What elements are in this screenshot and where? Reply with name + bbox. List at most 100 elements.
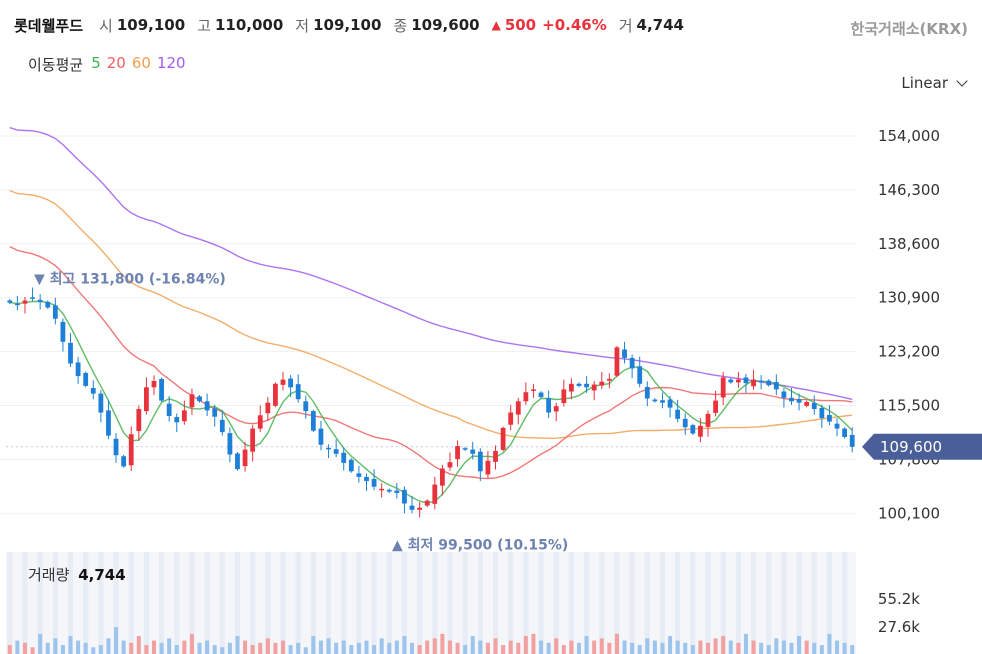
volume-bar xyxy=(630,642,635,654)
candle-body xyxy=(151,381,157,388)
volume-stripe xyxy=(219,552,225,654)
volume-stripe xyxy=(22,552,28,654)
volume-stripe xyxy=(325,552,332,654)
volume-bar xyxy=(842,642,847,654)
candle-body xyxy=(576,383,582,386)
candle-body xyxy=(394,490,400,493)
volume-bar xyxy=(485,642,490,654)
volume-stripe xyxy=(492,552,499,654)
volume-bar xyxy=(819,645,824,654)
candle-body xyxy=(789,397,794,402)
candle-body xyxy=(181,410,187,422)
candle-body xyxy=(766,380,772,386)
candle-body xyxy=(538,392,544,398)
candle-body xyxy=(720,377,726,398)
volume-stripe xyxy=(295,552,301,654)
volume-stripe xyxy=(7,552,13,654)
candle-body xyxy=(235,453,240,470)
candle-body xyxy=(531,389,536,391)
candle-body xyxy=(523,392,529,402)
volume-stripe xyxy=(143,552,149,654)
volume-bar xyxy=(45,642,50,654)
volume-bar xyxy=(698,640,703,654)
ma-120-line xyxy=(9,126,853,401)
volume-bar xyxy=(288,645,293,654)
volume-bar xyxy=(713,638,718,654)
volume-bar xyxy=(736,642,741,654)
volume-bar xyxy=(652,640,657,654)
candle-body xyxy=(834,423,840,429)
candle-body xyxy=(219,419,225,433)
candle-body xyxy=(849,434,855,447)
volume-bar xyxy=(827,633,832,654)
volume-stripe xyxy=(781,552,787,654)
volume-bar xyxy=(728,640,733,654)
volume-bar xyxy=(622,640,627,654)
volume-bar xyxy=(68,636,73,654)
volume-bar xyxy=(273,642,278,654)
volume-bar xyxy=(159,642,164,654)
volume-bar xyxy=(599,638,604,654)
change-value: 500 xyxy=(504,16,537,34)
candle-body xyxy=(477,451,483,472)
candle-body xyxy=(629,357,635,369)
volume-bar xyxy=(812,642,817,654)
volume-stripe xyxy=(83,552,89,654)
exchange-label: 한국거래소(KRX) xyxy=(850,20,968,38)
candle-body xyxy=(106,410,111,436)
scale-selector[interactable]: Linear xyxy=(901,74,968,92)
candle-body xyxy=(462,448,468,450)
volume-bar xyxy=(15,640,20,654)
open-value: 109,100 xyxy=(116,16,186,34)
volume-bar xyxy=(774,638,779,654)
volume-bar xyxy=(706,642,711,654)
candle-body xyxy=(265,402,271,414)
volume-bar xyxy=(463,645,468,654)
candle-body xyxy=(22,300,28,304)
y-tick-label: 123,200 xyxy=(878,343,940,361)
change-up-icon: ▲ xyxy=(491,18,501,32)
volume-stripe xyxy=(477,552,483,654)
volume-bar xyxy=(83,642,88,654)
volume-stripe xyxy=(158,552,165,654)
volume-bar xyxy=(129,642,134,654)
candle-body xyxy=(242,449,248,467)
volume-bar xyxy=(197,642,202,654)
low-marker-label: ▲ 최저 99,500 (10.15%) xyxy=(392,538,568,554)
volume-pane-title: 거래량 xyxy=(28,566,70,584)
volume-bar xyxy=(561,645,566,654)
candle-body xyxy=(227,433,233,455)
volume-bar xyxy=(531,633,536,654)
volume-stripe xyxy=(659,552,666,654)
volume-bar xyxy=(311,636,316,654)
candle-body xyxy=(121,456,127,467)
volume-stripe xyxy=(523,552,529,654)
volume-bar xyxy=(402,636,407,654)
candle-body xyxy=(7,300,13,303)
volume-stripe xyxy=(234,552,241,654)
volume-bar xyxy=(660,642,665,654)
high-value: 110,000 xyxy=(214,16,284,34)
candle-body xyxy=(705,413,711,427)
volume-stripe xyxy=(568,552,574,654)
volume-bar xyxy=(379,638,384,654)
volume-bar xyxy=(114,627,119,654)
volume-stripe xyxy=(553,552,559,654)
high-marker-label: ▼ 최고 131,800 (-16.84%) xyxy=(34,271,226,287)
candle-body xyxy=(417,507,423,510)
volume-bar xyxy=(212,645,217,654)
volume-tick-label: 27.6k xyxy=(878,618,920,636)
candle-body xyxy=(500,427,506,450)
volume-bar xyxy=(205,640,210,654)
volume-stripe xyxy=(629,552,635,654)
volume-bar xyxy=(425,640,430,654)
volume-bar xyxy=(394,640,399,654)
volume-bar xyxy=(614,633,619,654)
volume-bar xyxy=(372,645,377,654)
candle-body xyxy=(136,409,142,432)
volume-stripe xyxy=(52,552,58,654)
volume-bar xyxy=(243,640,248,654)
candle-body xyxy=(75,362,81,377)
volume-bar xyxy=(182,640,187,654)
